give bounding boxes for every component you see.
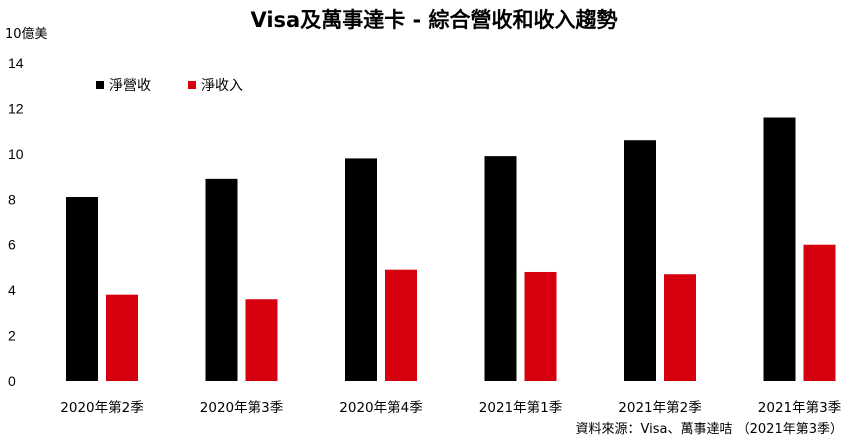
y-tick-label: 14 xyxy=(8,55,24,71)
x-tick-label: 2021年第1季 xyxy=(479,399,562,416)
x-tick-label: 2021年第2季 xyxy=(618,399,701,416)
bar-series-0-cat-3 xyxy=(484,156,517,381)
x-tick-label: 2020年第3季 xyxy=(200,399,283,416)
bar-series-0-cat-0 xyxy=(66,197,98,381)
source-note: 資料來源：Visa、萬事達咭 （2021年第3季） xyxy=(576,422,843,437)
legend-label-0: 淨營收 xyxy=(109,78,151,94)
y-tick-label: 0 xyxy=(8,373,16,389)
bar-series-1-cat-5 xyxy=(803,244,836,381)
y-tick-label: 2 xyxy=(8,328,16,344)
legend-swatch-0 xyxy=(96,81,104,89)
y-tick-label: 10 xyxy=(8,146,24,162)
y-tick-label: 4 xyxy=(8,282,16,298)
bar-series-0-cat-4 xyxy=(624,140,656,381)
bar-series-1-cat-2 xyxy=(385,269,417,381)
bar-series-1-cat-4 xyxy=(664,274,696,381)
x-tick-label: 2021年第3季 xyxy=(758,399,841,416)
y-tick-label: 12 xyxy=(8,100,24,116)
y-axis-ticks: 0 2 4 6 8 10 12 14 xyxy=(8,55,24,389)
x-tick-label: 2020年第2季 xyxy=(60,399,143,416)
legend: 淨營收 淨收入 xyxy=(96,78,243,94)
bar-series-0-cat-2 xyxy=(345,158,377,381)
bar-series-1-cat-1 xyxy=(245,299,278,381)
bar-series-1-cat-0 xyxy=(106,294,138,381)
x-axis-ticks: 2020年第2季 2020年第3季 2020年第4季 2021年第1季 2021年第2季… xyxy=(60,399,841,416)
legend-swatch-1 xyxy=(188,81,196,89)
x-tick-label: 2020年第4季 xyxy=(339,399,422,416)
y-axis-unit-label: 10億美 xyxy=(5,26,48,42)
y-tick-label: 8 xyxy=(8,191,16,207)
y-tick-label: 6 xyxy=(8,237,16,253)
bars xyxy=(66,117,836,381)
bar-series-0-cat-1 xyxy=(205,178,238,381)
legend-label-1: 淨收入 xyxy=(201,78,243,94)
bar-series-1-cat-3 xyxy=(524,271,557,381)
chart-title: Visa及萬事達卡 - 綜合營收和收入趨勢 xyxy=(250,8,617,32)
bar-series-0-cat-5 xyxy=(763,117,796,381)
